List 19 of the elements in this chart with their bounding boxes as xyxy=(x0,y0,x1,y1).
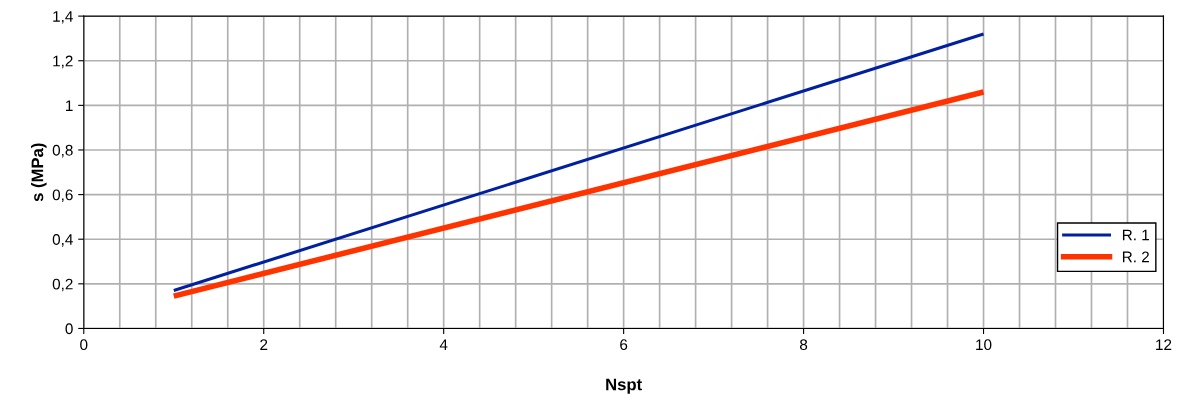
y-tick-label: 0,8 xyxy=(52,144,73,158)
y-tick-label: 0 xyxy=(65,323,73,335)
x-axis-title: Nspt xyxy=(606,378,642,394)
y-tick-label: 1,2 xyxy=(53,55,73,69)
x-tick-label: 2 xyxy=(260,339,268,350)
y-tick-label: 0,6 xyxy=(52,189,73,203)
legend-label: R. 1 xyxy=(1122,229,1149,241)
y-tick-label: 0,2 xyxy=(52,278,73,292)
x-tick-label: 0 xyxy=(80,339,88,351)
x-tick-label: 12 xyxy=(1156,339,1172,350)
x-tick-label: 8 xyxy=(800,339,808,351)
x-tick-label: 4 xyxy=(439,339,448,350)
y-axis-title: s (MPa) xyxy=(31,143,47,202)
x-tick-label: 6 xyxy=(620,339,628,351)
y-tick-label: 1 xyxy=(66,100,73,111)
y-tick-label: 0,4 xyxy=(52,234,73,247)
x-tick-label: 10 xyxy=(976,339,992,351)
legend-label: R. 2 xyxy=(1122,251,1149,263)
y-tick-label: 1,4 xyxy=(53,11,73,24)
